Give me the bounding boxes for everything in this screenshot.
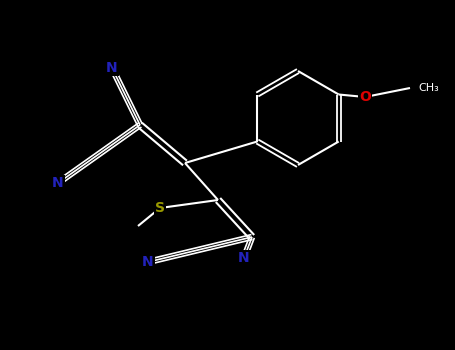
Text: N: N (106, 61, 118, 75)
Text: N: N (142, 255, 154, 269)
Text: O: O (359, 90, 371, 104)
Text: N: N (238, 251, 250, 265)
Text: CH₃: CH₃ (418, 83, 439, 93)
Text: N: N (52, 176, 64, 190)
Text: S: S (155, 201, 165, 215)
